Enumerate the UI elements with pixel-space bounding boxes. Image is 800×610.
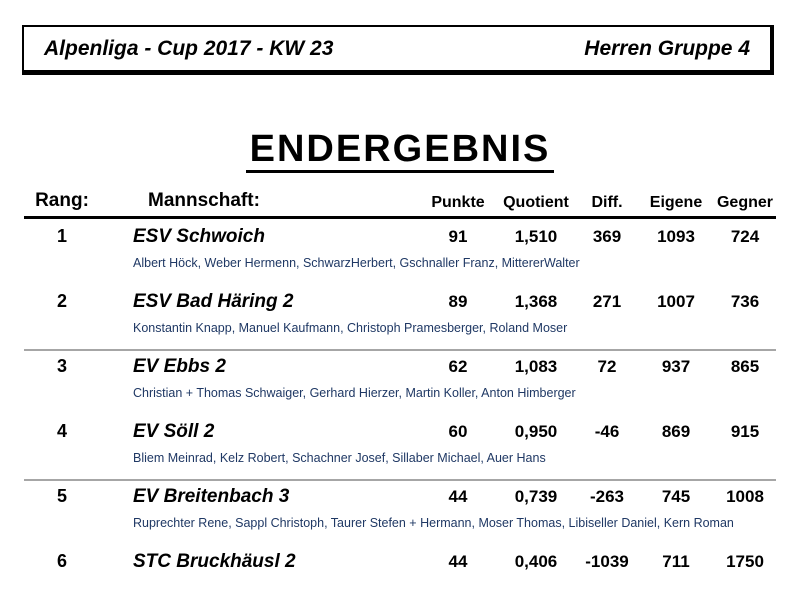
column-header-opp: Gegner <box>716 194 773 211</box>
column-header-rank: Rang: <box>35 190 89 211</box>
diff-value: -46 <box>594 422 620 441</box>
points-value: 62 <box>448 357 468 376</box>
opp-value: 1750 <box>726 552 764 571</box>
table-header-row: Rang: Mannschaft: Punkte Quotient Diff. … <box>24 190 776 219</box>
rank-value: 2 <box>56 291 67 311</box>
quotient-value: 1,083 <box>514 357 558 376</box>
table-row: 4 EV Söll 2 60 0,950 -46 869 915 Bliem M… <box>24 414 776 479</box>
diff-value: -263 <box>589 487 625 506</box>
table-row: 6 STC Bruckhäusl 2 44 0,406 -1039 711 17… <box>24 544 776 609</box>
own-value: 937 <box>661 357 691 376</box>
players-line: Christian + Thomas Schwaiger, Gerhard Hi… <box>133 386 576 400</box>
league-header-box: Alpenliga - Cup 2017 - KW 23 Herren Grup… <box>22 25 774 75</box>
quotient-value: 0,739 <box>514 487 558 506</box>
quotient-value: 0,950 <box>514 422 558 441</box>
diff-value: 271 <box>592 292 622 311</box>
column-header-quotient: Quotient <box>503 194 569 211</box>
group-title: Herren Gruppe 4 <box>584 36 750 60</box>
points-value: 89 <box>448 292 468 311</box>
diff-value: 72 <box>597 357 617 376</box>
results-table: Rang: Mannschaft: Punkte Quotient Diff. … <box>24 190 776 609</box>
opp-value: 724 <box>730 227 760 246</box>
opp-value: 865 <box>730 357 760 376</box>
players-line: Albert Höck, Weber Hermenn, SchwarzHerbe… <box>133 256 580 270</box>
players-line: Konstantin Knapp, Manuel Kaufmann, Chris… <box>133 321 568 335</box>
rank-value: 1 <box>56 226 67 246</box>
own-value: 1093 <box>657 227 695 246</box>
team-name: ESV Bad Häring 2 <box>133 291 294 312</box>
table-row: 2 ESV Bad Häring 2 89 1,368 271 1007 736… <box>24 284 776 349</box>
team-name: EV Breitenbach 3 <box>133 486 290 507</box>
points-value: 44 <box>448 552 468 571</box>
own-value: 1007 <box>657 292 695 311</box>
team-name: ESV Schwoich <box>133 226 265 247</box>
diff-value: 369 <box>592 227 622 246</box>
points-value: 91 <box>448 227 468 246</box>
rank-value: 3 <box>56 356 67 376</box>
opp-value: 915 <box>730 422 760 441</box>
rank-value: 5 <box>56 486 67 506</box>
own-value: 869 <box>661 422 691 441</box>
players-line: Bliem Meinrad, Kelz Robert, Schachner Jo… <box>133 451 546 465</box>
page-title: ENDERGEBNIS <box>245 130 555 173</box>
title-wrap: ENDERGEBNIS <box>0 130 800 173</box>
opp-value: 736 <box>730 292 760 311</box>
points-value: 44 <box>448 487 468 506</box>
points-value: 60 <box>448 422 468 441</box>
rank-value: 4 <box>56 421 67 441</box>
rank-value: 6 <box>56 551 67 571</box>
table-row: 3 EV Ebbs 2 62 1,083 72 937 865 Christia… <box>24 349 776 414</box>
own-value: 745 <box>661 487 691 506</box>
table-row: 1 ESV Schwoich 91 1,510 369 1093 724 Alb… <box>24 219 776 284</box>
diff-value: -1039 <box>585 552 629 571</box>
team-name: EV Ebbs 2 <box>133 356 226 377</box>
team-name: EV Söll 2 <box>133 421 215 442</box>
table-row: 5 EV Breitenbach 3 44 0,739 -263 745 100… <box>24 479 776 544</box>
quotient-value: 1,368 <box>514 292 558 311</box>
team-name: STC Bruckhäusl 2 <box>133 551 296 572</box>
league-title: Alpenliga - Cup 2017 - KW 23 <box>44 36 334 60</box>
column-header-diff: Diff. <box>591 194 623 211</box>
opp-value: 1008 <box>726 487 764 506</box>
quotient-value: 1,510 <box>514 227 558 246</box>
column-header-team: Mannschaft: <box>148 190 260 211</box>
quotient-value: 0,406 <box>514 552 558 571</box>
column-header-points: Punkte <box>431 194 485 211</box>
players-line: Ruprechter Rene, Sappl Christoph, Taurer… <box>133 516 734 530</box>
own-value: 711 <box>662 552 690 571</box>
column-header-own: Eigene <box>649 194 703 211</box>
